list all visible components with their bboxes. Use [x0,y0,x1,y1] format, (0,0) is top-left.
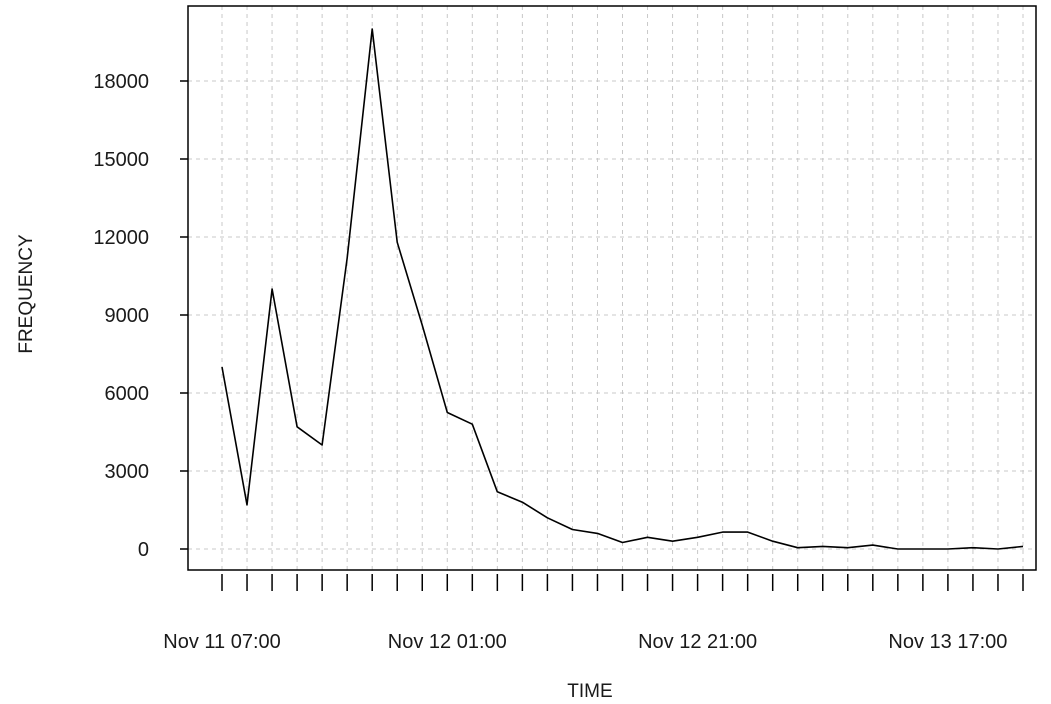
y-tick-label: 15000 [93,149,149,171]
x-axis-title: TIME [567,681,612,702]
x-tick-label: Nov 12 21:00 [638,631,757,653]
y-tick-label: 12000 [93,227,149,249]
x-tick-label: Nov 13 17:00 [888,631,1007,653]
series-line [221,28,1024,550]
x-tick-label: Nov 11 07:00 [163,631,281,653]
plot-area-frame [187,5,1037,571]
grid-lines [188,6,1036,570]
y-tick-label: 18000 [93,71,149,93]
y-tick-label: 0 [138,539,149,561]
y-axis-title: FREQUENCY [16,234,37,354]
y-tick-label: 6000 [105,383,150,405]
y-axis: 0 3000 6000 9000 12000 15000 18000 [93,71,188,561]
y-tick-label: 3000 [105,461,150,483]
x-tick-label: Nov 12 01:00 [388,631,507,653]
x-axis: Nov 11 07:00 Nov 12 01:00 Nov 12 21:00 Nov … [163,574,1024,653]
y-tick-label: 9000 [105,305,150,327]
